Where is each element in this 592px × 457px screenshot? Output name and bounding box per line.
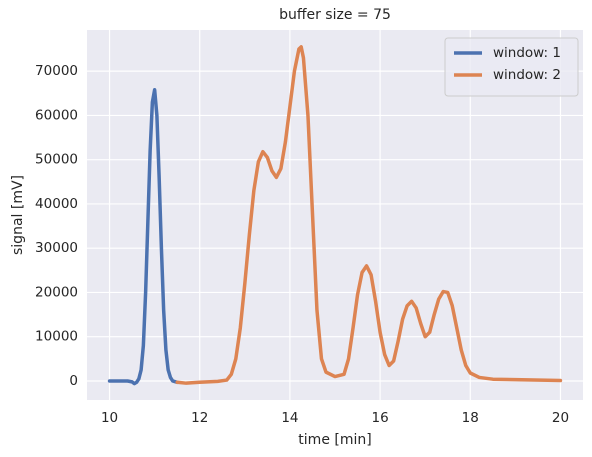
y-tick-label: 70000 xyxy=(35,63,78,79)
x-tick-label: 12 xyxy=(191,410,208,426)
y-tick-label: 50000 xyxy=(35,152,78,168)
legend-label: window: 2 xyxy=(493,67,561,83)
x-tick-label: 14 xyxy=(281,410,298,426)
line xyxy=(175,45,563,385)
legend-label: window: 1 xyxy=(493,45,561,61)
line xyxy=(107,88,179,386)
y-tick-label: 60000 xyxy=(35,107,78,123)
y-tick-label: 20000 xyxy=(35,284,78,300)
x-tick-label: 20 xyxy=(552,410,569,426)
y-tick-label: 30000 xyxy=(35,240,78,256)
x-tick-label: 18 xyxy=(462,410,479,426)
x-axis-label: time [min] xyxy=(298,432,371,448)
y-tick-label: 0 xyxy=(69,373,78,389)
y-tick-label: 40000 xyxy=(35,196,78,212)
legend: window: 1 window: 2 xyxy=(444,37,579,97)
chart-title: buffer size = 75 xyxy=(279,7,391,23)
y-tick-label: 10000 xyxy=(35,329,78,345)
x-tick-label: 16 xyxy=(371,410,388,426)
x-tick-label: 10 xyxy=(101,410,118,426)
y-axis-label: signal [mV] xyxy=(10,175,26,255)
